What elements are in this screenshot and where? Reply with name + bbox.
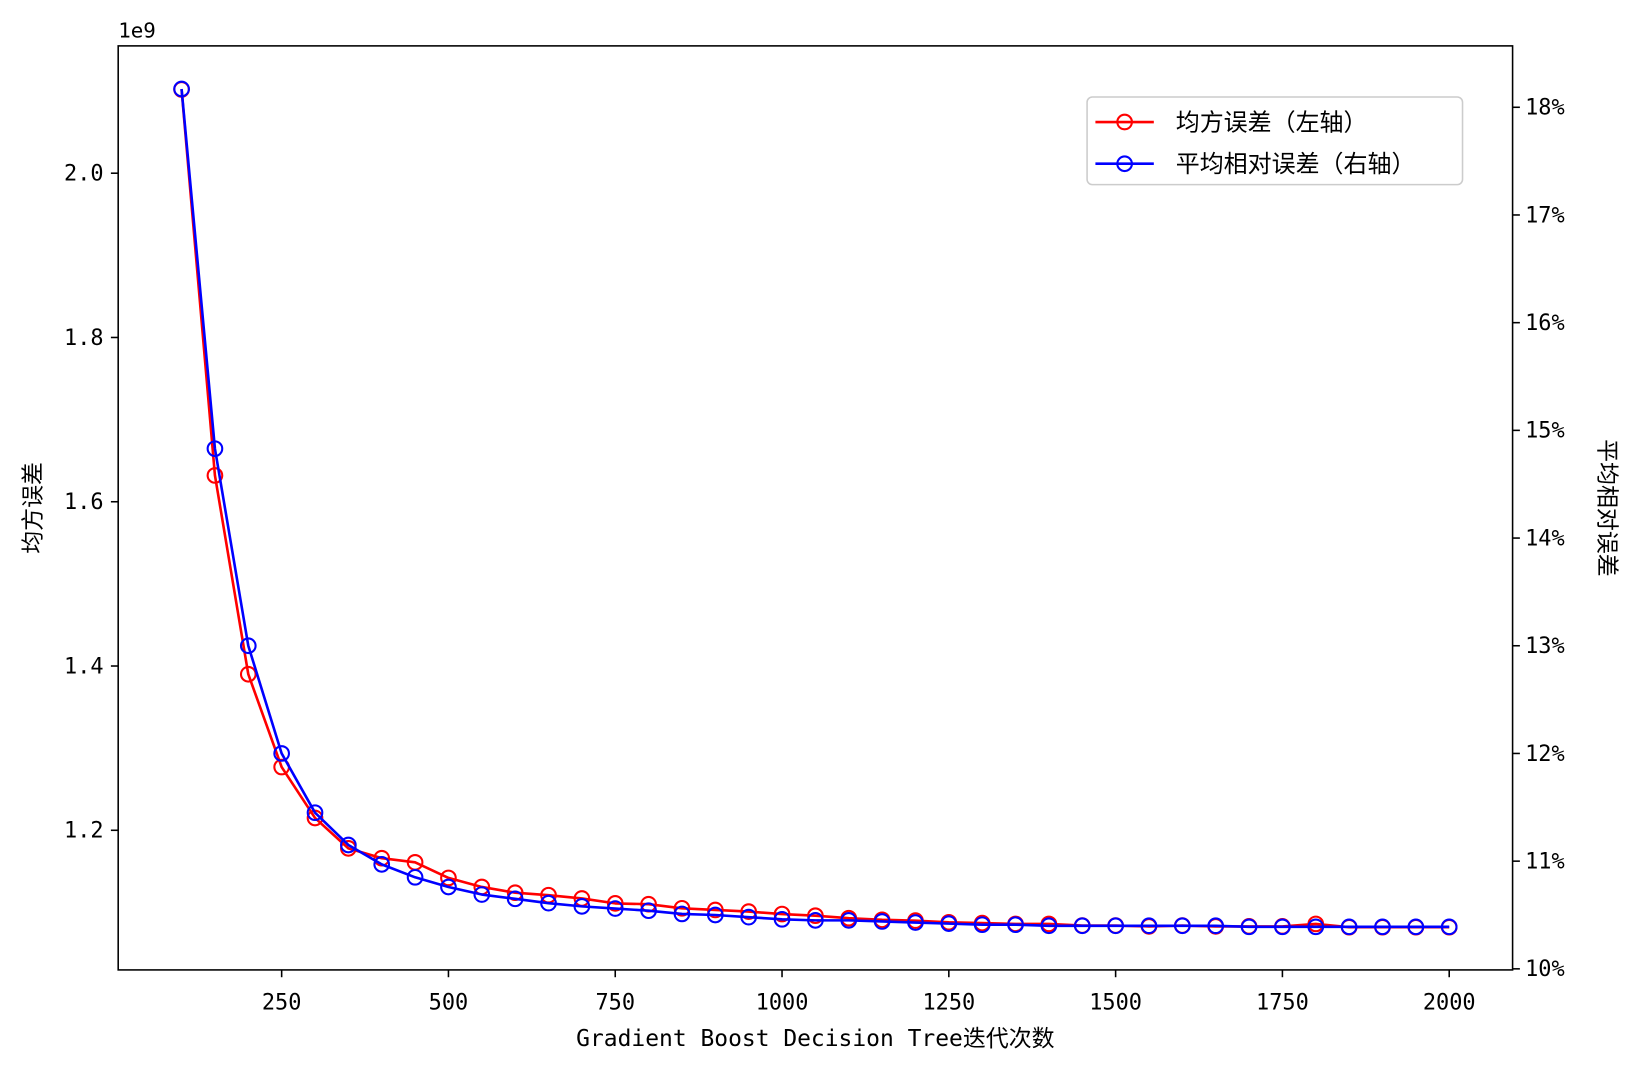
data-point — [1107, 917, 1124, 935]
y-tick-label-right: 14% — [1525, 526, 1565, 551]
y-tick-label-right: 13% — [1525, 634, 1565, 659]
data-point — [573, 898, 591, 915]
data-point — [1374, 918, 1391, 936]
data-point — [673, 905, 691, 923]
y-axis-label-left: 均方误差 — [21, 462, 47, 554]
data-point — [840, 912, 858, 929]
axis-ticks: 250 500 750 1000 1250 1500 1750 2000 1.2 1.4 1.6 1.… — [64, 96, 1565, 1016]
data-point — [873, 913, 891, 930]
data-point — [773, 910, 791, 928]
y-tick-label-right: 12% — [1525, 742, 1565, 767]
data-series — [173, 80, 1458, 936]
data-point — [907, 914, 924, 931]
data-point — [1440, 918, 1458, 936]
data-point — [807, 907, 824, 925]
legend-marker-red — [1116, 113, 1133, 131]
data-point — [706, 901, 724, 919]
data-point — [740, 903, 758, 920]
data-point — [239, 637, 257, 655]
data-point — [807, 912, 824, 929]
data-point — [973, 916, 991, 934]
data-point — [340, 836, 357, 854]
y-tick-label-right: 17% — [1525, 203, 1565, 228]
legend-entry-mse: 均方误差（左轴） — [1095, 108, 1367, 136]
legend-label-mre: 平均相对误差（右轴） — [1176, 150, 1416, 178]
data-point — [1307, 918, 1325, 936]
legend-box — [1086, 96, 1464, 186]
x-tick-label: 1750 — [1256, 991, 1309, 1016]
data-point — [1040, 917, 1058, 935]
legend-label-mse: 均方误差（左轴） — [1176, 108, 1368, 136]
series-mean-squared-error — [173, 81, 1458, 936]
data-point — [1207, 917, 1225, 935]
x-tick-label: 1500 — [1089, 991, 1142, 1016]
legend-entry-mre: 平均相对误差（右轴） — [1095, 150, 1415, 178]
data-point — [273, 745, 290, 762]
y-tick-label-right: 10% — [1525, 957, 1565, 982]
data-point — [606, 895, 624, 912]
legend: 均方误差（左轴） 平均相对误差（右轴） — [1086, 96, 1464, 186]
y-tick-label-left: 2.0 — [64, 162, 104, 187]
data-point — [940, 915, 958, 932]
x-tick-label: 2000 — [1423, 991, 1476, 1016]
data-point — [440, 869, 457, 887]
axes-frame — [117, 45, 1514, 971]
data-point — [1240, 918, 1258, 936]
data-point — [706, 906, 724, 924]
data-point — [406, 868, 424, 886]
data-point — [540, 894, 557, 912]
x-tick-label: 250 — [262, 991, 302, 1016]
series-mean-relative-error — [173, 80, 1458, 936]
data-point — [740, 908, 758, 926]
data-point — [473, 886, 491, 903]
data-point — [1007, 916, 1024, 934]
data-point — [173, 80, 190, 98]
data-point — [440, 878, 457, 896]
x-tick-label: 750 — [595, 991, 635, 1016]
y-tick-label-left: 1.6 — [64, 490, 104, 515]
data-point — [1140, 917, 1158, 935]
series-line — [180, 89, 1450, 929]
x-tick-label: 500 — [429, 991, 469, 1016]
y-offset-text: 1e9 — [118, 19, 156, 43]
legend-marker-blue — [1116, 155, 1133, 173]
y-tick-label-left: 1.4 — [64, 654, 104, 679]
data-point — [239, 665, 257, 683]
y-tick-label-right: 18% — [1525, 96, 1565, 121]
data-point — [206, 440, 224, 458]
data-point — [506, 890, 524, 908]
y-tick-label-right: 11% — [1525, 849, 1565, 874]
data-point — [1173, 917, 1191, 935]
data-point — [373, 856, 391, 873]
data-point — [606, 900, 624, 917]
data-point — [206, 467, 224, 484]
y-axis-label-right: 平均相对误差 — [1593, 439, 1619, 577]
series-line — [180, 88, 1450, 929]
data-point — [1274, 918, 1291, 936]
y-tick-label-left: 1.8 — [64, 326, 104, 351]
data-point — [640, 902, 657, 920]
data-point — [1340, 918, 1358, 936]
data-point — [306, 804, 324, 822]
x-tick-label: 1250 — [922, 991, 975, 1016]
y-tick-label-left: 1.2 — [64, 819, 104, 844]
data-point — [1073, 917, 1091, 935]
x-tick-label: 1000 — [756, 991, 809, 1016]
y-tick-label-right: 16% — [1525, 311, 1565, 336]
data-point — [773, 905, 791, 923]
x-axis-label: Gradient Boost Decision Tree迭代次数 — [576, 1026, 1054, 1052]
data-point — [1407, 918, 1425, 936]
y-tick-label-right: 15% — [1525, 419, 1565, 444]
data-point — [673, 899, 691, 917]
